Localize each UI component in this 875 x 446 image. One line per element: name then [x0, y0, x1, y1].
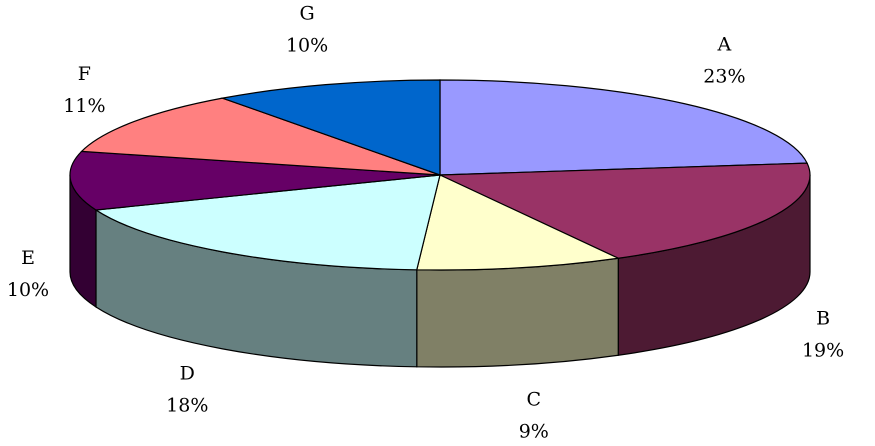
slice-label-f: F	[78, 63, 91, 85]
pie-tops	[69, 79, 811, 271]
slice-value-b: 19%	[802, 340, 844, 362]
slice-value-g: 10%	[286, 35, 328, 57]
pie-slice-b	[439, 162, 811, 259]
pie-side-c	[416, 257, 619, 368]
slice-value-a: 23%	[703, 66, 745, 88]
pie-sides	[69, 174, 811, 368]
slice-label-e: E	[21, 247, 35, 269]
pie-slice-f	[80, 97, 441, 176]
slice-value-f: 11%	[63, 95, 105, 117]
slice-label-g: G	[300, 3, 315, 25]
pie-labels: A 23% B 19% C 9% D 18% E 10% F 11% G 10%	[7, 3, 844, 443]
pie-slice-e	[69, 150, 441, 211]
pie-slice-g	[220, 79, 441, 176]
slice-value-e: 10%	[7, 279, 49, 301]
slice-label-a: A	[717, 34, 732, 56]
pie-slice-a	[439, 79, 809, 176]
slice-label-b: B	[816, 308, 830, 330]
slice-value-d: 18%	[166, 395, 208, 417]
slice-label-c: C	[527, 389, 542, 411]
slice-label-d: D	[180, 363, 195, 385]
pie-slice-c	[416, 174, 621, 271]
slice-value-c: 9%	[519, 421, 549, 443]
pie-slice-d	[94, 174, 441, 271]
